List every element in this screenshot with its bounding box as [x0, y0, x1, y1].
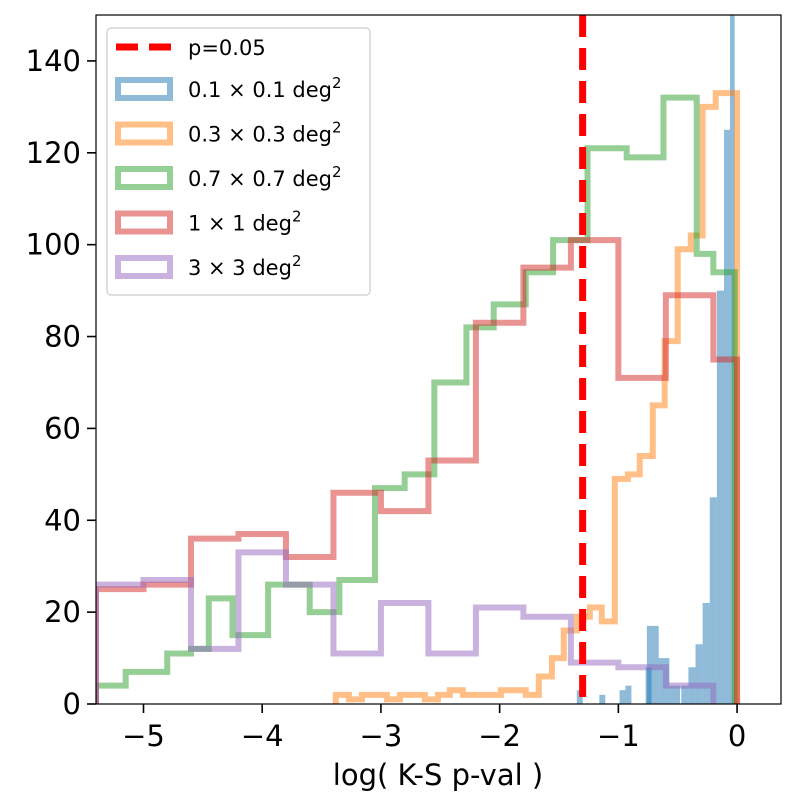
legend-label-4-text: 3 × 3 deg	[188, 256, 292, 280]
legend-entry-1: 0.3 × 0.3 deg2	[115, 119, 342, 147]
legend-label-1-superscript: 2	[332, 119, 342, 137]
x-tick-label-2: −3	[360, 719, 403, 753]
legend-label-3: 1 × 1 deg2	[188, 208, 301, 236]
legend-handle-1	[115, 121, 173, 146]
legend-label-0-superscript: 2	[332, 74, 342, 92]
series-0-bar-12	[709, 497, 717, 704]
series-0-bar-8	[681, 685, 689, 704]
series-0-bar-1	[599, 694, 606, 704]
series-4-step-outline	[96, 549, 717, 704]
legend-handle-0	[115, 77, 173, 101]
legend-entry-4: 3 × 3 deg2	[115, 252, 301, 280]
legend-frame	[106, 27, 371, 296]
y-tick-label-2: 40	[44, 503, 81, 537]
series-1-step-outline	[332, 90, 741, 704]
legend-handle-4	[115, 255, 173, 279]
series-3-step-outline	[96, 237, 741, 704]
y-tick-label-5: 100	[26, 228, 81, 262]
legend-label-1-text: 0.3 × 0.3 deg	[188, 123, 332, 147]
x-tick-label-0: −5	[122, 719, 165, 753]
legend-entry-2: 0.7 × 0.7 deg2	[115, 163, 342, 191]
series-0-bar-2	[619, 690, 626, 704]
legend-label-4: 3 × 3 deg2	[188, 252, 301, 280]
x-tick-label-4: −1	[597, 719, 640, 753]
y-tick-label-6: 120	[26, 136, 81, 170]
x-tick-label-1: −4	[241, 719, 284, 753]
series-0-bar-7	[669, 685, 681, 704]
series-3-group	[96, 237, 741, 704]
series-1-group	[332, 90, 741, 704]
series-0-bar-13	[716, 290, 725, 704]
legend-handle-2	[115, 166, 173, 190]
y-axis: 0 20 40 60 80 100 120 140	[26, 44, 96, 721]
legend-handle-3	[115, 210, 173, 235]
legend-label-3-superscript: 2	[292, 208, 302, 226]
x-axis: −5 −4 −3 −2 −1 0	[122, 704, 746, 753]
legend-label-2-superscript: 2	[332, 163, 342, 181]
series-0-bar-10	[695, 644, 703, 704]
legend-label-0: 0.1 × 0.1 deg2	[188, 74, 342, 102]
series-0-bar-11	[702, 602, 710, 704]
y-tick-label-0: 0	[63, 687, 81, 721]
legend-label-2-text: 0.7 × 0.7 deg	[188, 167, 332, 191]
x-tick-label-3: −2	[478, 719, 521, 753]
y-tick-label-1: 20	[44, 595, 81, 629]
legend-entry-3: 1 × 1 deg2	[115, 208, 301, 236]
plot-area	[96, 15, 741, 704]
y-tick-label-4: 80	[44, 320, 81, 354]
plot-frame	[95, 14, 782, 705]
legend-label-0-text: 0.1 × 0.1 deg	[188, 78, 332, 102]
legend-label-3-text: 1 × 1 deg	[188, 212, 292, 236]
series-4-group	[96, 549, 717, 704]
series-0-bar-0	[576, 690, 583, 704]
legend-label-4-superscript: 2	[292, 252, 302, 270]
legend-label-threshold: p=0.05	[188, 36, 266, 60]
series-layer	[96, 15, 741, 704]
x-tick-label-5: 0	[728, 719, 746, 753]
y-tick-label-7: 140	[26, 44, 81, 78]
legend-label-2: 0.7 × 0.7 deg2	[188, 163, 342, 191]
legend-entry-0: 0.1 × 0.1 deg2	[115, 74, 342, 102]
series-0-bar-14	[724, 129, 730, 704]
y-tick-label-3: 60	[44, 411, 81, 445]
legend-label-1: 0.3 × 0.3 deg2	[188, 119, 342, 147]
series-0-bar-3	[625, 685, 632, 704]
x-axis-label: log( K-S p-val )	[333, 758, 543, 792]
